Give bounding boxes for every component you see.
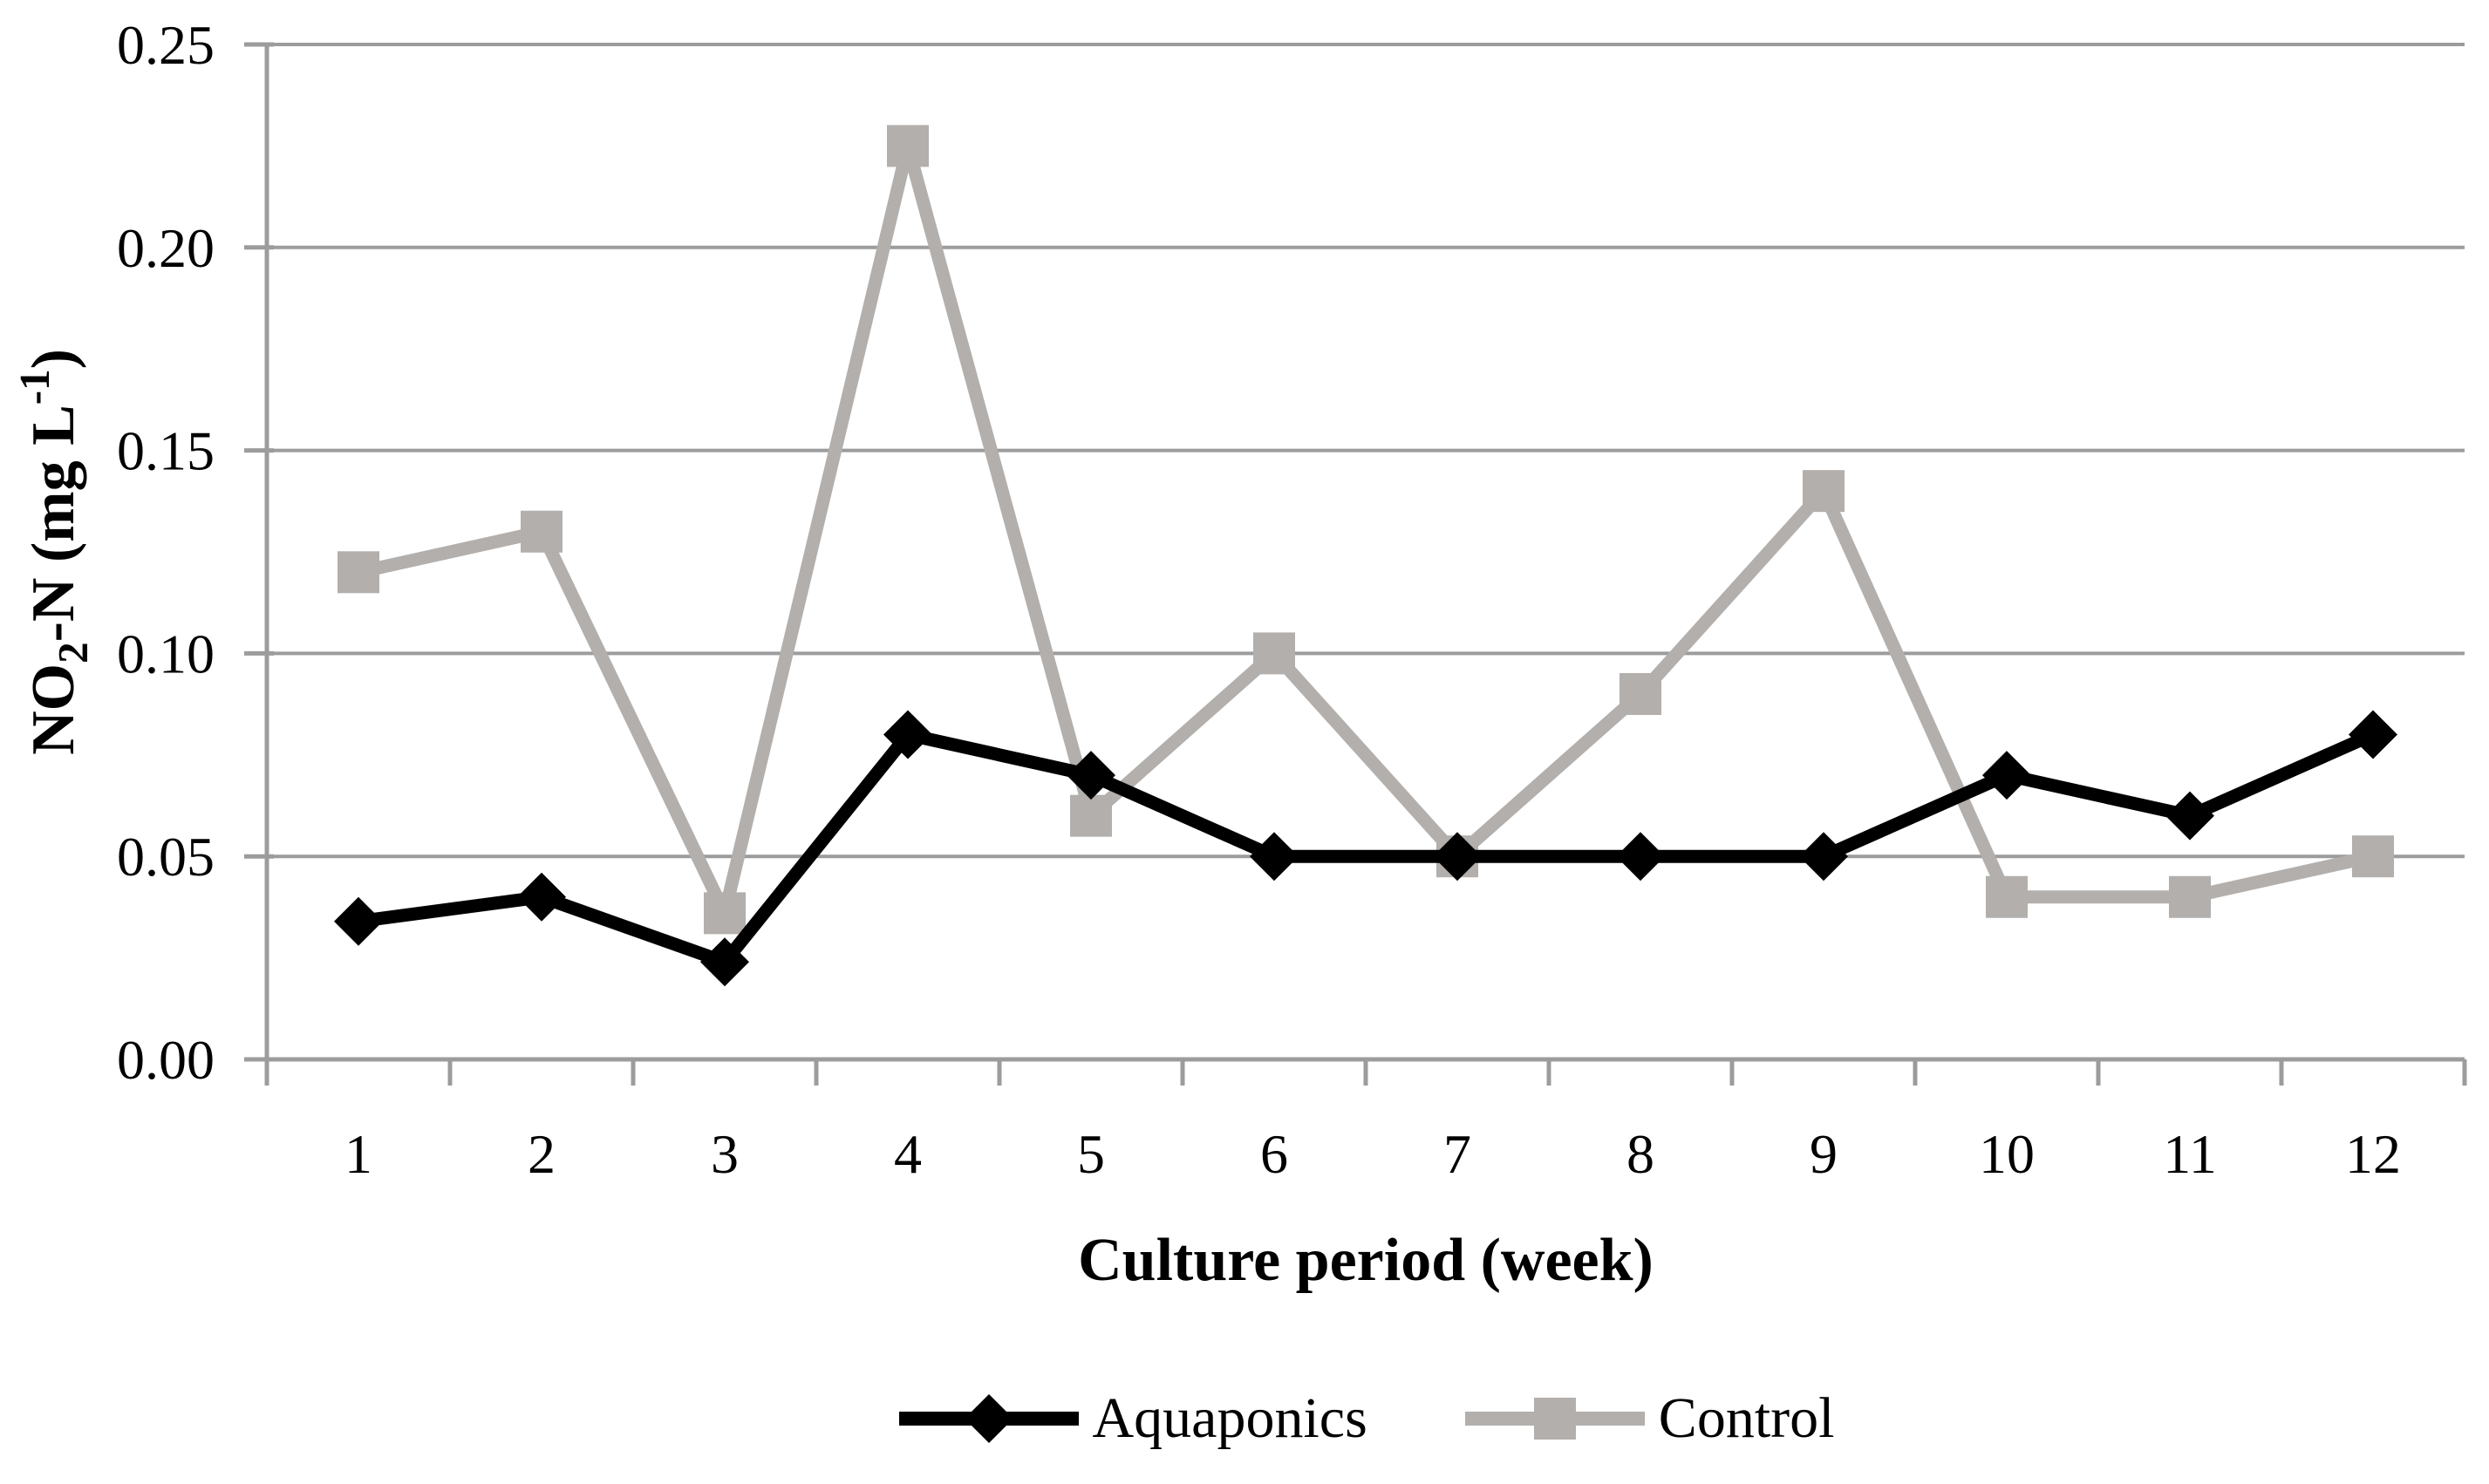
y-tick-label: 0.00 — [117, 1029, 215, 1091]
x-tick-label: 8 — [1626, 1123, 1654, 1185]
y-tick-label: 0.05 — [117, 826, 215, 888]
x-tick-label: 11 — [2163, 1123, 2217, 1185]
data-point-control — [2352, 835, 2394, 878]
y-axis-title: NO2-N (mg L-1) — [10, 349, 97, 755]
data-point-control — [887, 125, 929, 167]
legend: Aquaponics Control — [267, 1371, 2465, 1467]
data-point-control — [1986, 875, 2028, 918]
data-point-control — [704, 892, 746, 935]
x-tick-label: 9 — [1810, 1123, 1838, 1185]
data-point-control — [2169, 875, 2211, 918]
data-point-aquaponics — [2165, 791, 2214, 841]
data-point-control — [1070, 794, 1112, 837]
x-tick-label: 2 — [528, 1123, 556, 1185]
axes — [244, 42, 2467, 1086]
series-layer — [334, 125, 2397, 987]
x-tick-label: 5 — [1077, 1123, 1105, 1185]
legend-item-control: Control — [1463, 1384, 1835, 1453]
data-point-control — [1620, 672, 1661, 715]
legend-label-control: Control — [1658, 1386, 1835, 1450]
series-line-control — [357, 139, 2375, 920]
x-tick-label: 3 — [711, 1123, 739, 1185]
x-tick-label: 12 — [2345, 1123, 2401, 1185]
legend-item-aquaponics: Aquaponics — [897, 1384, 1367, 1453]
data-point-control — [1253, 632, 1295, 675]
data-point-control — [521, 510, 563, 553]
data-point-control — [338, 551, 379, 594]
data-point-aquaponics — [1616, 832, 1665, 882]
data-point-aquaponics — [517, 872, 566, 922]
x-axis-title: Culture period (week) — [1078, 1227, 1654, 1294]
aquaponics-marker-icon — [898, 1394, 1079, 1443]
legend-label-aquaponics: Aquaponics — [1092, 1386, 1367, 1450]
control-marker-icon — [1464, 1398, 1645, 1440]
y-tick-label: 0.20 — [117, 217, 215, 279]
x-tick-label: 6 — [1260, 1123, 1288, 1185]
y-tick-label: 0.25 — [117, 14, 215, 76]
tick-labels: 0.000.050.100.150.200.251 2 3 4 5 6 7 8 9 10 11 12 — [117, 14, 2401, 1185]
data-point-aquaponics — [334, 896, 383, 946]
gridlines — [267, 43, 2465, 859]
data-point-aquaponics — [2349, 710, 2397, 759]
series-line-aquaponics — [358, 728, 2376, 969]
data-point-aquaponics — [883, 710, 932, 759]
data-point-aquaponics — [1067, 751, 1115, 800]
y-tick-label: 0.10 — [117, 623, 215, 684]
data-point-control — [1803, 470, 1845, 513]
x-tick-label: 4 — [894, 1123, 922, 1185]
y-tick-label: 0.15 — [117, 420, 215, 482]
x-tick-label: 7 — [1443, 1123, 1471, 1185]
data-point-aquaponics — [700, 937, 749, 987]
data-point-aquaponics — [1250, 832, 1299, 882]
data-point-aquaponics — [1433, 832, 1482, 882]
x-tick-label: 10 — [1979, 1123, 2035, 1185]
data-point-aquaponics — [1799, 832, 1848, 882]
data-point-aquaponics — [1982, 751, 2031, 800]
x-tick-label: 1 — [344, 1123, 372, 1185]
